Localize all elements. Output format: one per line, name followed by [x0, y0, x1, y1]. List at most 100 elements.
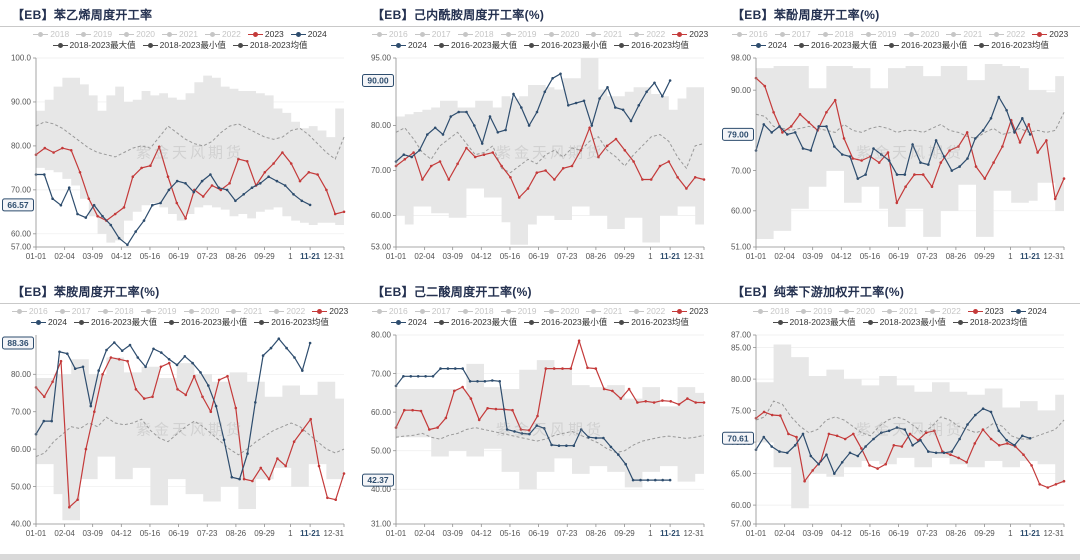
legend-item-2021[interactable]: 2021 [946, 30, 982, 39]
legend-item-2020[interactable]: 2020 [543, 30, 579, 39]
legend-item-2019[interactable]: 2019 [860, 30, 897, 39]
x-tick-label: 1 [288, 252, 293, 261]
legend-item-2023[interactable]: 2023 [967, 306, 1004, 316]
legend-item-2016[interactable]: 2016 [371, 30, 408, 39]
legend-item-2021[interactable]: 2021 [586, 307, 622, 316]
x-tick-label: 05-16 [500, 529, 521, 538]
series-2024 [754, 95, 1032, 180]
legend-label: 2018-2023最小值 [159, 40, 226, 50]
x-tick-label: 12-31 [324, 529, 345, 538]
legend-item-2021[interactable]: 2021 [882, 307, 918, 316]
legend-item-2020[interactable]: 2020 [839, 307, 875, 316]
legend-item-2018-2023均值[interactable]: 2018-2023均值 [952, 317, 1028, 327]
legend-item-2022[interactable]: 2022 [924, 307, 961, 316]
legend-label: 2023 [984, 306, 1004, 316]
legend-item-2018[interactable]: 2018 [753, 307, 789, 316]
legend-marker-icon [672, 31, 688, 38]
legend-item-2022[interactable]: 2022 [629, 307, 665, 316]
legend-item-2018[interactable]: 2018 [817, 30, 854, 39]
legend-item-2018-2023最小值[interactable]: 2018-2023最小值 [142, 40, 226, 50]
legend-item-2016[interactable]: 2016 [731, 30, 768, 39]
legend-item-2019[interactable]: 2019 [500, 307, 537, 316]
legend-item-2024[interactable]: 2024 [751, 41, 787, 50]
x-axis: 01-01 02-04 03-09 04-12 05-16 06-19 07-23 08-26… [386, 524, 705, 538]
series-2023 [394, 125, 706, 199]
y-tick-label: 75.00 [731, 406, 752, 415]
minmax-band-area [36, 357, 344, 521]
legend-item-2024[interactable]: 2024 [391, 41, 427, 50]
legend-item-2016-2023最小值[interactable]: 2016-2023最小值 [884, 41, 967, 50]
chart-panel-benzene-downstream: 【EB】纯苯下游加权开工率(%) 2018 2019 2020 2021 2022 202… [720, 277, 1080, 554]
x-tick-label: 09-29 [974, 252, 995, 261]
legend-item-2018[interactable]: 2018 [457, 30, 494, 39]
legend-item-2023[interactable]: 2023 [672, 307, 708, 316]
latest-value-callout: 70.61 [722, 431, 754, 445]
legend-item-2016-2023均值[interactable]: 2016-2023均值 [254, 318, 329, 327]
series-2023 [754, 410, 1066, 489]
legend-item-2016-2023最大值[interactable]: 2016-2023最大值 [433, 41, 517, 50]
legend-item-2021[interactable]: 2021 [586, 30, 622, 39]
legend-item-2016-2023最小值[interactable]: 2016-2023最小值 [524, 41, 607, 50]
legend-label: 2023 [1049, 29, 1069, 39]
legend-item-2016-2023最小值[interactable]: 2016-2023最小值 [164, 318, 247, 327]
y-tick-label: 85.00 [731, 343, 752, 352]
legend-item-2024[interactable]: 2024 [391, 318, 427, 327]
legend-item-2020[interactable]: 2020 [903, 30, 939, 39]
legend-item-2024[interactable]: 2024 [290, 30, 327, 39]
legend-item-2016[interactable]: 2016 [11, 307, 48, 316]
legend-item-2018[interactable]: 2018 [97, 307, 134, 316]
legend-item-2016-2023最大值[interactable]: 2016-2023最大值 [73, 318, 157, 327]
y-tick-label: 70.00 [11, 407, 32, 416]
legend-item-2020[interactable]: 2020 [183, 307, 219, 316]
legend-item-2018[interactable]: 2018 [457, 307, 494, 316]
legend-item-2022[interactable]: 2022 [989, 30, 1025, 39]
legend-item-2024[interactable]: 2024 [31, 318, 67, 327]
legend-label: 2020 [560, 306, 580, 316]
legend-item-2016-2023均值[interactable]: 2016-2023均值 [614, 41, 689, 50]
legend-item-2022[interactable]: 2022 [629, 30, 665, 39]
panel-title: 【EB】纯苯下游加权开工率(%) [732, 285, 905, 299]
y-tick-label: 80.00 [11, 142, 32, 151]
latest-value-label: 88.36 [7, 338, 29, 348]
legend-item-2016-2023最小值[interactable]: 2016-2023最小值 [524, 318, 607, 327]
legend-item-2023[interactable]: 2023 [1032, 30, 1068, 39]
legend-item-2016-2023均值[interactable]: 2016-2023均值 [974, 41, 1049, 50]
legend-item-2018-2023均值[interactable]: 2018-2023均值 [232, 41, 307, 50]
title-divider [360, 26, 720, 27]
legend-item-2020[interactable]: 2020 [119, 30, 155, 39]
legend-item-2023[interactable]: 2023 [672, 30, 708, 39]
legend-item-2016-2023均值[interactable]: 2016-2023均值 [614, 318, 689, 327]
legend-item-2019[interactable]: 2019 [500, 30, 537, 39]
x-tick-label: 1 [1008, 252, 1013, 261]
legend-item-2019[interactable]: 2019 [796, 307, 832, 316]
legend-item-2018-2023最大值[interactable]: 2018-2023最大值 [52, 41, 136, 50]
legend-item-2018-2023最大值[interactable]: 2018-2023最大值 [772, 318, 856, 327]
legend-item-2020[interactable]: 2020 [543, 306, 580, 316]
legend-marker-icon [586, 31, 602, 38]
legend-item-2019[interactable]: 2019 [76, 30, 112, 39]
legend-marker-icon [391, 319, 407, 326]
legend-item-2018-2023最小值[interactable]: 2018-2023最小值 [862, 318, 946, 327]
legend-item-2021[interactable]: 2021 [226, 307, 262, 316]
legend-marker-icon [629, 31, 645, 38]
legend-label: 2016-2023最小值 [541, 317, 608, 327]
legend-item-2017[interactable]: 2017 [774, 30, 811, 39]
legend-item-2021[interactable]: 2021 [162, 30, 198, 39]
legend-item-2023[interactable]: 2023 [312, 307, 348, 316]
legend-item-2024[interactable]: 2024 [1010, 307, 1047, 316]
legend-item-2016-2023最大值[interactable]: 2016-2023最大值 [433, 318, 517, 327]
legend-item-2022[interactable]: 2022 [204, 30, 241, 39]
legend-label: 2018-2023均值 [969, 317, 1028, 327]
legend-item-2017[interactable]: 2017 [414, 307, 451, 316]
legend-item-2017[interactable]: 2017 [414, 30, 451, 39]
legend-item-2016-2023最大值[interactable]: 2016-2023最大值 [793, 41, 877, 50]
legend-item-2017[interactable]: 2017 [54, 307, 91, 316]
legend-item-2022[interactable]: 2022 [269, 307, 305, 316]
legend-row: 2018-2023最大值 2018-2023最小值 2018-2023均值 [772, 317, 1028, 327]
legend-marker-icon [11, 308, 27, 315]
legend-item-2016[interactable]: 2016 [371, 307, 408, 316]
legend-item-2018[interactable]: 2018 [33, 30, 69, 39]
legend-item-2023[interactable]: 2023 [247, 30, 284, 39]
legend-item-2019[interactable]: 2019 [140, 307, 177, 316]
